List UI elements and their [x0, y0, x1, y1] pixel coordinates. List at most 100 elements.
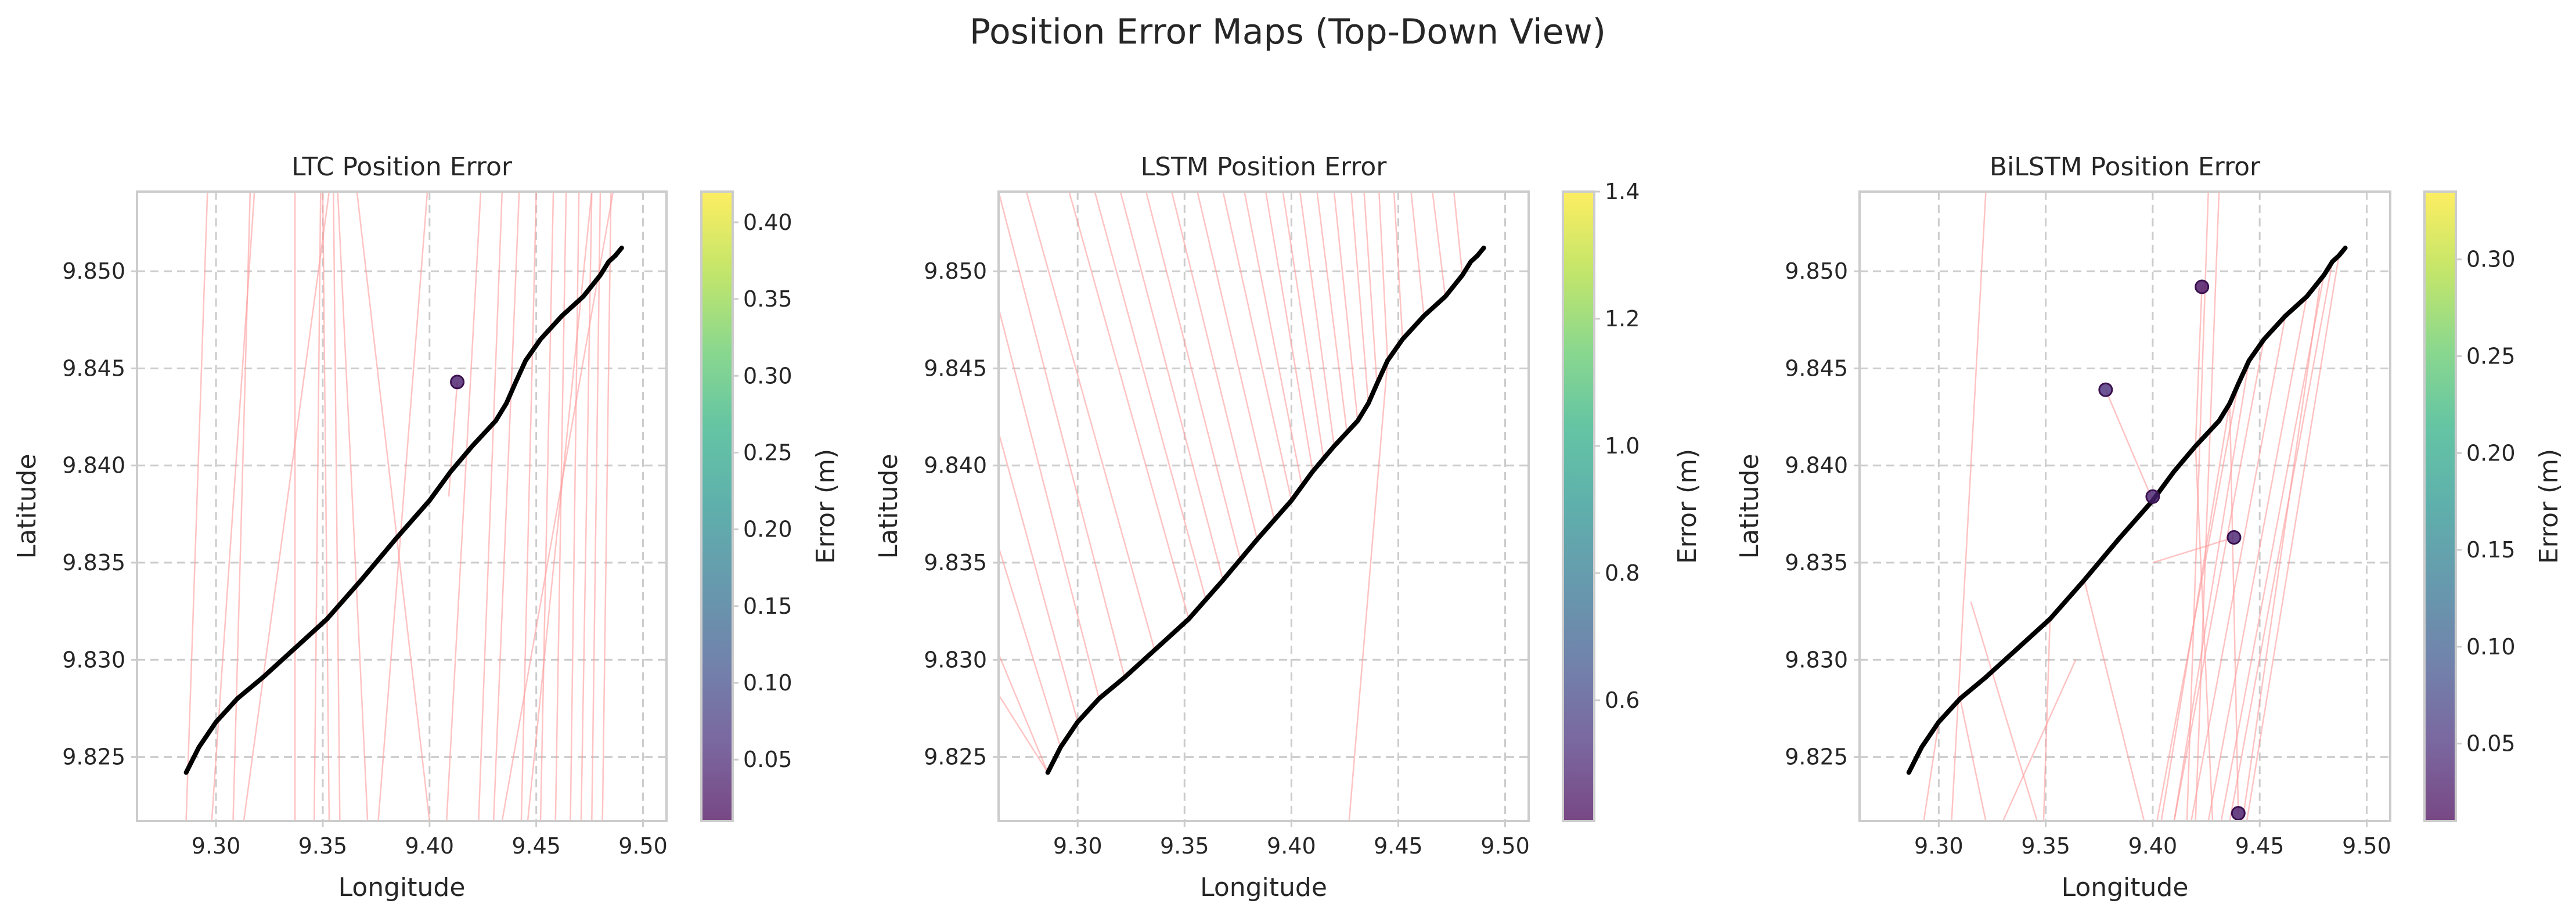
- colorbar-frame: [700, 190, 734, 822]
- colorbar-tick-label: 0.10: [743, 670, 792, 696]
- error-line: [1264, 192, 1314, 471]
- ground-truth-trajectory: [183, 246, 624, 775]
- error-line: [232, 192, 251, 821]
- error-line: [1145, 192, 1241, 559]
- x-axis-label: Longitude: [338, 873, 466, 902]
- error-line: [333, 192, 341, 821]
- y-tick-label: 9.830: [924, 647, 987, 672]
- error-line: [322, 192, 330, 821]
- x-tick-label: 9.50: [618, 833, 668, 859]
- colorbar: 0.6 0.8 1.0 1.2 1.4 Error (m): [1562, 179, 1702, 822]
- colorbar-gradient: [701, 192, 733, 821]
- error-line: [2220, 275, 2325, 821]
- colorbar-tick-label: 0.8: [1605, 560, 1640, 586]
- error-line: [243, 192, 330, 821]
- y-tick-label: 9.830: [1785, 647, 1848, 672]
- colorbar-gradient: [2424, 192, 2456, 821]
- plot-area: [183, 192, 624, 821]
- error-line: [1959, 698, 1987, 821]
- colorbar-tick-label: 0.25: [2466, 344, 2516, 369]
- error-point: [2195, 279, 2210, 294]
- colorbar: 0.05 0.10 0.15 0.20 0.25 0.30 0.35 0.40 Error (m…: [700, 190, 841, 822]
- y-tick-label: 9.825: [62, 744, 125, 770]
- ground-truth-trajectory: [1906, 246, 2348, 775]
- y-tick-label: 9.825: [924, 744, 987, 770]
- x-tick-label: 9.40: [1267, 833, 1316, 859]
- error-line: [1025, 192, 1155, 650]
- colorbar-gradient: [1563, 192, 1594, 821]
- subplot-3: 9.30 9.35 9.40 9.45 9.50 9.825 9.830 9.835 9.840…: [1735, 152, 2564, 902]
- y-tick-label: 9.845: [1785, 355, 1848, 381]
- error-line: [356, 192, 431, 821]
- error-line: [2152, 537, 2235, 564]
- y-tick-label: 9.835: [62, 550, 125, 575]
- error-line: [1299, 192, 1335, 447]
- colorbar-tick-label: 0.35: [743, 286, 792, 312]
- colorbar-tick-label: 0.25: [743, 440, 792, 465]
- subplot-title: LSTM Position Error: [1141, 152, 1388, 182]
- error-line: [999, 546, 1061, 748]
- error-line: [2083, 579, 2145, 821]
- plot-frame: [1858, 190, 2391, 822]
- y-tick-label: 9.835: [1785, 550, 1848, 575]
- error-line: [2207, 296, 2308, 821]
- error-line: [1119, 192, 1224, 581]
- error-line: [999, 308, 1100, 699]
- colorbar-tick-label: 1.2: [1605, 306, 1640, 332]
- error-line: [501, 192, 614, 821]
- error-line: [1951, 192, 1987, 821]
- colorbar-frame: [2423, 190, 2457, 822]
- error-line: [601, 192, 612, 821]
- error-point: [2098, 382, 2113, 397]
- x-tick-label: 9.30: [1053, 833, 1103, 859]
- colorbar-frame: [1562, 190, 1595, 822]
- error-line: [1170, 192, 1258, 540]
- error-line: [337, 192, 369, 821]
- error-line: [999, 694, 1049, 773]
- y-tick-label: 9.845: [62, 355, 125, 381]
- x-tick-label: 9.45: [2235, 833, 2285, 859]
- error-line: [2246, 255, 2340, 821]
- x-tick-label: 9.45: [1374, 833, 1423, 859]
- error-line: [1094, 192, 1207, 600]
- y-tick-label: 9.850: [62, 258, 125, 284]
- error-line: [554, 192, 567, 821]
- colorbar-tick-label: 0.30: [743, 363, 792, 388]
- x-tick-label: 9.45: [511, 833, 561, 859]
- y-tick-label: 9.845: [924, 355, 987, 381]
- x-axis-label: Longitude: [1200, 873, 1327, 902]
- error-line: [1393, 192, 1404, 340]
- colorbar-tick-label: 0.20: [2466, 440, 2516, 466]
- error-line: [1923, 722, 1940, 821]
- y-axis-label: Latitude: [874, 453, 903, 559]
- error-line: [377, 192, 428, 821]
- error-line: [2042, 619, 2051, 821]
- x-tick-label: 9.40: [2128, 833, 2178, 859]
- error-line: [1410, 192, 1425, 316]
- error-line: [185, 192, 208, 821]
- colorbar-label: Error (m): [811, 449, 841, 564]
- error-line: [2195, 192, 2220, 821]
- error-line: [1068, 192, 1190, 620]
- subplot-title: BiLSTM Position Error: [1990, 152, 2261, 182]
- error-line: [2229, 261, 2333, 821]
- y-tick-label: 9.830: [62, 647, 125, 672]
- error-line: [1378, 192, 1389, 361]
- error-line: [2105, 389, 2154, 501]
- subplot-1: 9.30 9.35 9.40 9.45 9.50 9.825 9.830 9.835 9.840…: [12, 152, 841, 902]
- colorbar-tick-label: 0.15: [743, 593, 792, 619]
- error-line: [1333, 192, 1359, 421]
- colorbar-tick-label: 0.6: [1605, 687, 1640, 713]
- error-line: [1348, 360, 1389, 821]
- error-line: [478, 192, 503, 821]
- error-line: [580, 192, 593, 821]
- figure-suptitle: Position Error Maps (Top-Down View): [970, 12, 1606, 52]
- error-point: [450, 375, 465, 390]
- error-line: [1453, 192, 1464, 275]
- x-tick-label: 9.35: [2021, 833, 2070, 859]
- plot-frame: [997, 190, 1530, 822]
- error-line: [1363, 192, 1378, 384]
- error-point: [2145, 489, 2160, 504]
